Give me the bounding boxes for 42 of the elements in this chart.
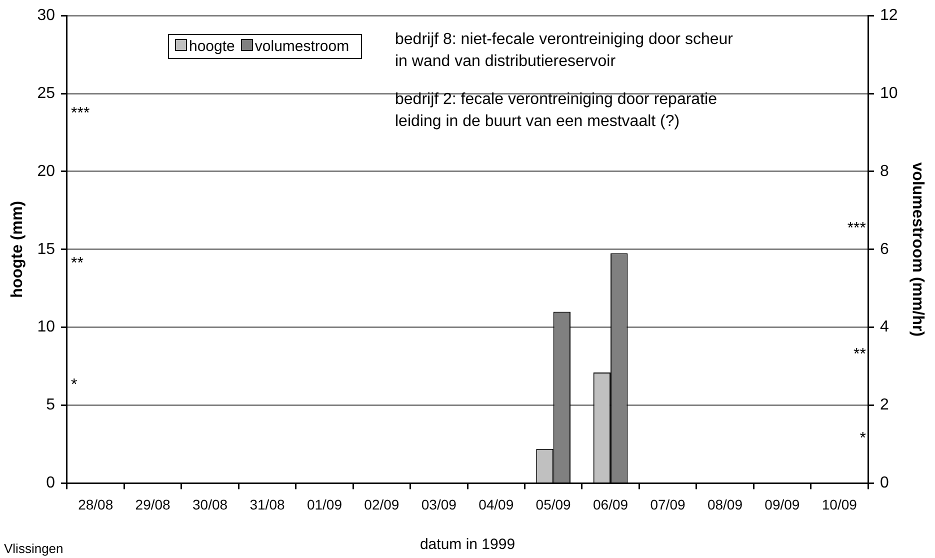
y-tick-label: 25 [37, 84, 56, 102]
x-tick-label: 09/09 [764, 496, 800, 512]
legend-label: volumestroom [254, 38, 350, 55]
x-tick-label: 03/09 [421, 496, 457, 512]
y-tick-label: 15 [37, 240, 56, 258]
y-tick-label: 5 [46, 396, 56, 414]
y2-tick-label: 10 [880, 84, 898, 102]
y2-tick-label: 8 [880, 162, 890, 180]
text: Vlissingen [4, 541, 64, 556]
y2-tick-label: 0 [880, 474, 890, 492]
x-tick-label: 08/09 [707, 496, 743, 512]
x-tick-label: 04/09 [478, 496, 514, 512]
x-tick-label: 31/08 [250, 496, 285, 512]
x-tick-label: 10/09 [822, 496, 858, 512]
x-tick-label: 02/09 [364, 496, 400, 512]
annotation: * [860, 430, 866, 448]
x-axis-title: datum in 1999 [420, 536, 516, 554]
y-tick-label: 0 [46, 474, 56, 492]
annotation: bedrijf 8: niet-fecale verontreiniging door scheur in wand van distributiereservoir [394, 31, 734, 70]
annotation: ** [70, 254, 84, 272]
y-tick-label: 10 [37, 318, 56, 336]
annotation: * [70, 376, 78, 394]
legend-label: hoogte [188, 38, 235, 55]
y2-tick-label: 12 [880, 7, 898, 24]
y-tick-label: 20 [37, 162, 56, 180]
x-tick-label: 01/09 [306, 496, 342, 512]
annotation: *** [847, 220, 866, 237]
x-tick-label: 07/09 [650, 496, 686, 512]
y2-tick-label: 4 [880, 318, 890, 336]
annotation: ** [854, 346, 866, 364]
y2-axis-title: volumestroom (mm/hr) [908, 162, 926, 337]
x-tick-label: 28/08 [78, 496, 114, 512]
y-axis-title: hoogte (mm) [9, 200, 26, 298]
x-tick-label: 06/09 [593, 496, 628, 512]
y2-tick-label: 6 [880, 240, 890, 258]
x-tick-label: 30/08 [192, 496, 228, 512]
y2-tick-label: 2 [880, 396, 890, 414]
annotation: *** [70, 105, 90, 122]
x-tick-label: 29/08 [135, 496, 171, 512]
x-tick-label: 05/09 [536, 496, 572, 512]
y-tick-label: 30 [37, 7, 56, 24]
annotation: bedrijf 2: fecale verontreiniging door reparatie leiding in de buurt van een mestvaalt (?) [394, 91, 718, 130]
